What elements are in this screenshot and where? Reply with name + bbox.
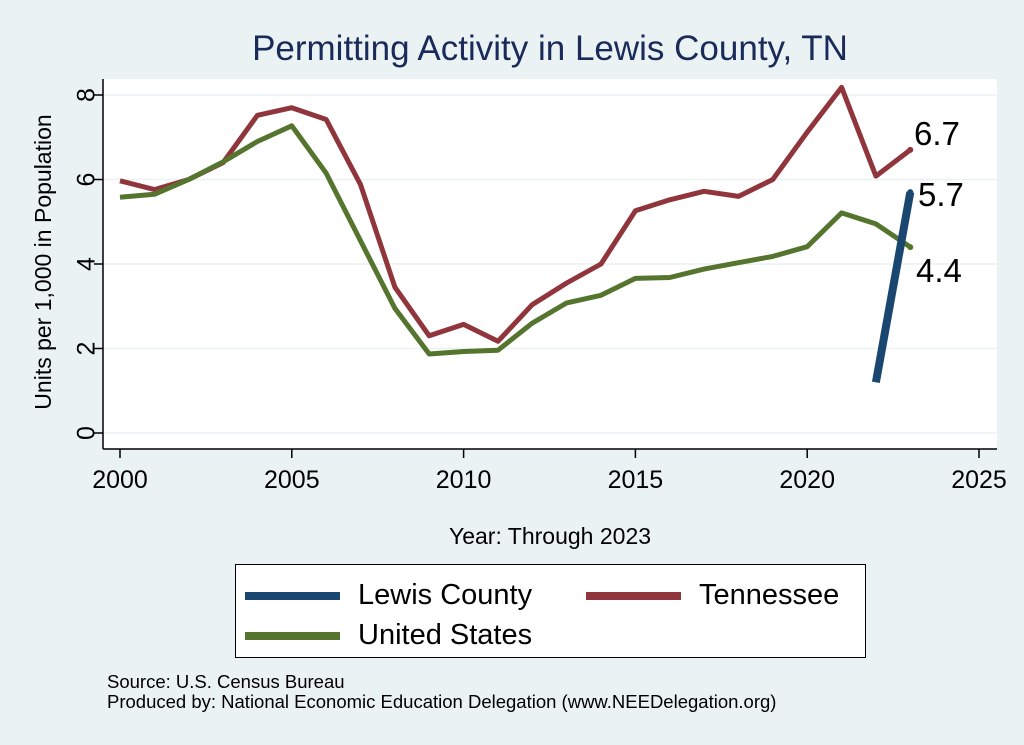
y-tick-label: 4	[73, 257, 101, 271]
x-axis-label: Year: Through 2023	[449, 523, 651, 549]
grid-lines	[103, 94, 997, 434]
legend-label: United States	[358, 619, 533, 651]
legend-swatch-lewis-county	[245, 591, 340, 600]
end-label-tennessee: 6.7	[914, 115, 960, 152]
legend-item-tennessee: Tennessee	[586, 579, 839, 612]
x-tick-label: 2000	[92, 466, 148, 494]
x-tick-label: 2015	[608, 466, 664, 494]
x-tick-label: 2020	[779, 466, 835, 494]
series-end-point-tennessee	[907, 146, 914, 153]
y-tick-label: 6	[73, 173, 101, 187]
legend-label: Lewis County	[358, 579, 533, 611]
chart-title: Permitting Activity in Lewis County, TN	[252, 29, 848, 68]
y-axis-label: Units per 1,000 in Population	[30, 114, 56, 409]
end-labels: 5.7 6.7 4.4	[914, 115, 964, 289]
series-end-point-united-states	[907, 244, 914, 251]
series-line-lewis-county	[871, 191, 915, 384]
chart-footer: Source: U.S. Census Bureau Produced by: …	[107, 672, 776, 712]
source-note: Source: U.S. Census Bureau	[107, 671, 345, 692]
legend: Lewis County Tennessee United States	[235, 564, 866, 658]
end-label-lewis-county: 5.7	[918, 176, 964, 213]
legend-item-united-states: United States	[245, 619, 532, 652]
legend-item-lewis-county: Lewis County	[245, 579, 532, 612]
series-line-tennessee	[119, 84, 912, 344]
x-tick-label: 2025	[951, 466, 1007, 494]
legend-swatch-tennessee	[586, 591, 681, 600]
y-tick-label: 0	[73, 426, 101, 440]
legend-label: Tennessee	[699, 579, 840, 611]
series-line-united-states	[119, 123, 912, 357]
y-tick-label: 8	[73, 88, 101, 102]
axes: 0 2 4 6 8 2000 2005 2010 2015 2020 2025	[73, 79, 1007, 494]
y-tick-label: 2	[73, 342, 101, 356]
producer-note: Produced by: National Economic Education…	[107, 691, 777, 712]
x-tick-label: 2010	[436, 466, 492, 494]
series-layer	[119, 84, 915, 384]
end-label-united-states: 4.4	[916, 252, 962, 289]
x-tick-label: 2005	[264, 466, 320, 494]
series-end-point-lewis-county	[907, 189, 914, 196]
legend-swatch-united-states	[245, 631, 340, 640]
